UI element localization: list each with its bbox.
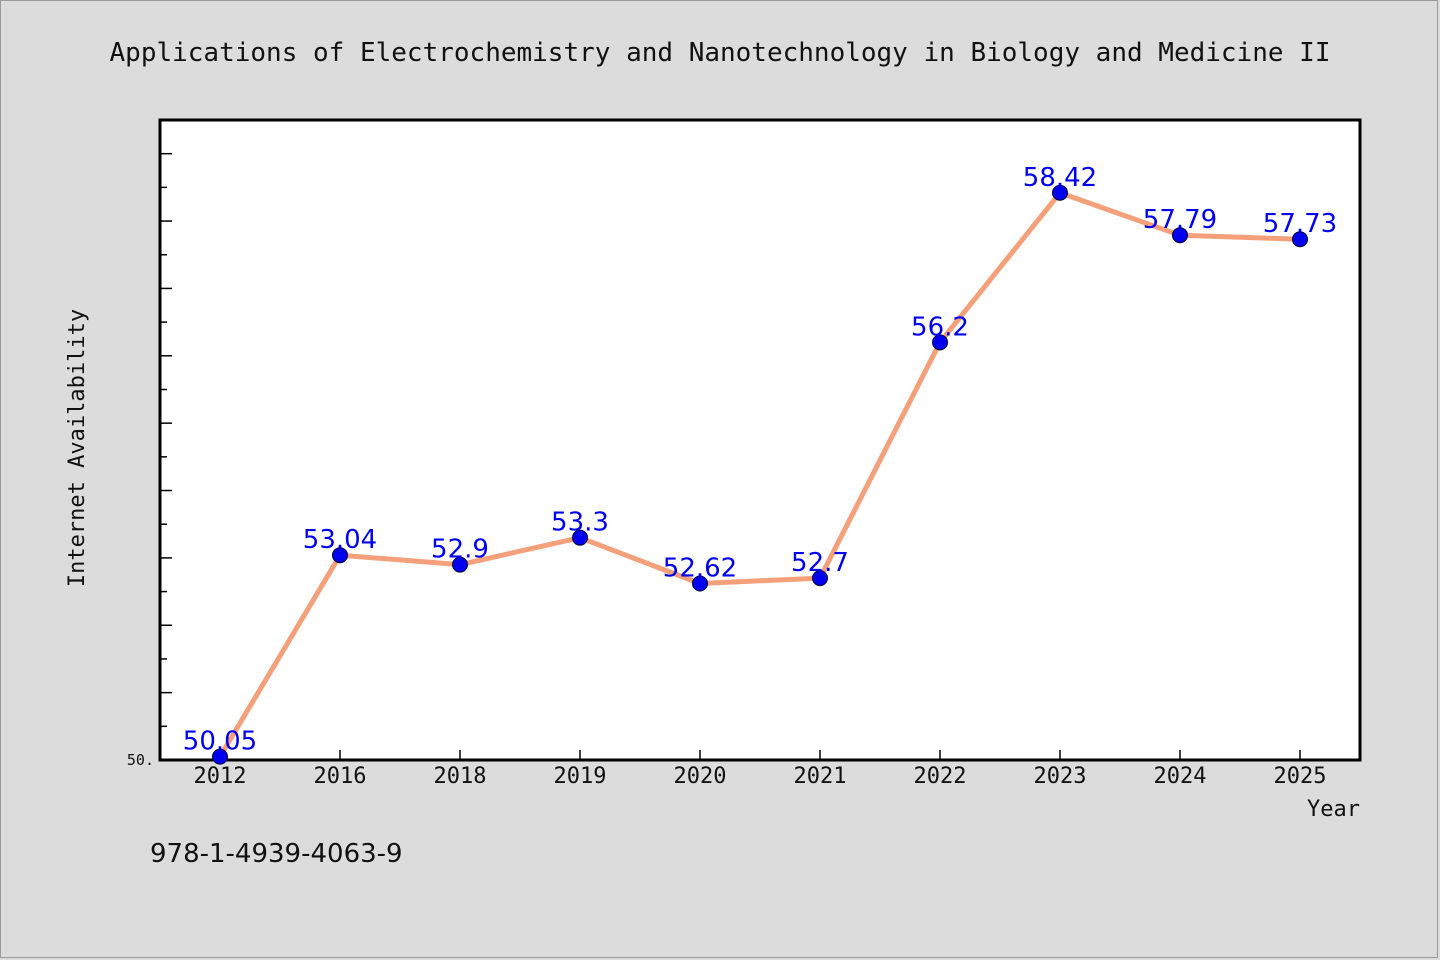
data-point — [332, 547, 348, 564]
x-tick-label: 2019 — [554, 764, 607, 789]
x-tick-label: 2024 — [1154, 764, 1207, 789]
data-label: 53.04 — [303, 525, 377, 555]
y-axis-ticks: 50. — [127, 119, 172, 769]
data-point — [1172, 227, 1188, 244]
data-point — [932, 334, 948, 351]
data-labels: 50.05 53.04 52.9 53.3 52.62 52.7 56.2 58.42 57.7… — [183, 163, 1337, 757]
y-tick-label: 50. — [127, 751, 154, 769]
x-tick-label: 2021 — [794, 764, 847, 789]
x-tick-label: 2025 — [1274, 764, 1327, 789]
data-label: 58.42 — [1023, 163, 1097, 193]
series-line — [217, 190, 1301, 758]
data-markers — [212, 184, 1308, 765]
data-label: 56.2 — [911, 312, 969, 342]
data-label: 52.62 — [663, 553, 737, 583]
data-point — [812, 570, 828, 587]
x-tick-label: 2022 — [914, 764, 967, 789]
data-point — [1052, 184, 1068, 201]
data-point — [452, 556, 468, 573]
data-label: 53.3 — [551, 508, 609, 538]
isbn-footnote: 978-1-4939-4063-9 — [150, 839, 403, 869]
x-tick-label: 2023 — [1034, 764, 1087, 789]
chart-title: Applications of Electrochemistry and Nan… — [110, 38, 1331, 68]
x-tick-label: 2016 — [314, 764, 367, 789]
data-point — [212, 748, 228, 765]
x-tick-label: 2012 — [194, 764, 247, 789]
x-axis-label: Year — [1307, 797, 1360, 822]
data-point — [1292, 231, 1308, 248]
data-label: 57.79 — [1143, 205, 1217, 235]
data-point — [572, 529, 588, 546]
data-label: 50.05 — [183, 727, 257, 757]
x-tick-label: 2018 — [434, 764, 487, 789]
data-label: 52.7 — [791, 548, 849, 578]
x-axis-ticks: 2012 2016 2018 2019 2020 2021 2022 2023 2024 2025 — [194, 750, 1327, 789]
data-label: 52.9 — [431, 535, 489, 565]
x-tick-label: 2020 — [674, 764, 727, 789]
data-point — [692, 575, 708, 592]
data-label: 57.73 — [1263, 209, 1337, 239]
y-axis-label: Internet Availability — [65, 309, 90, 587]
